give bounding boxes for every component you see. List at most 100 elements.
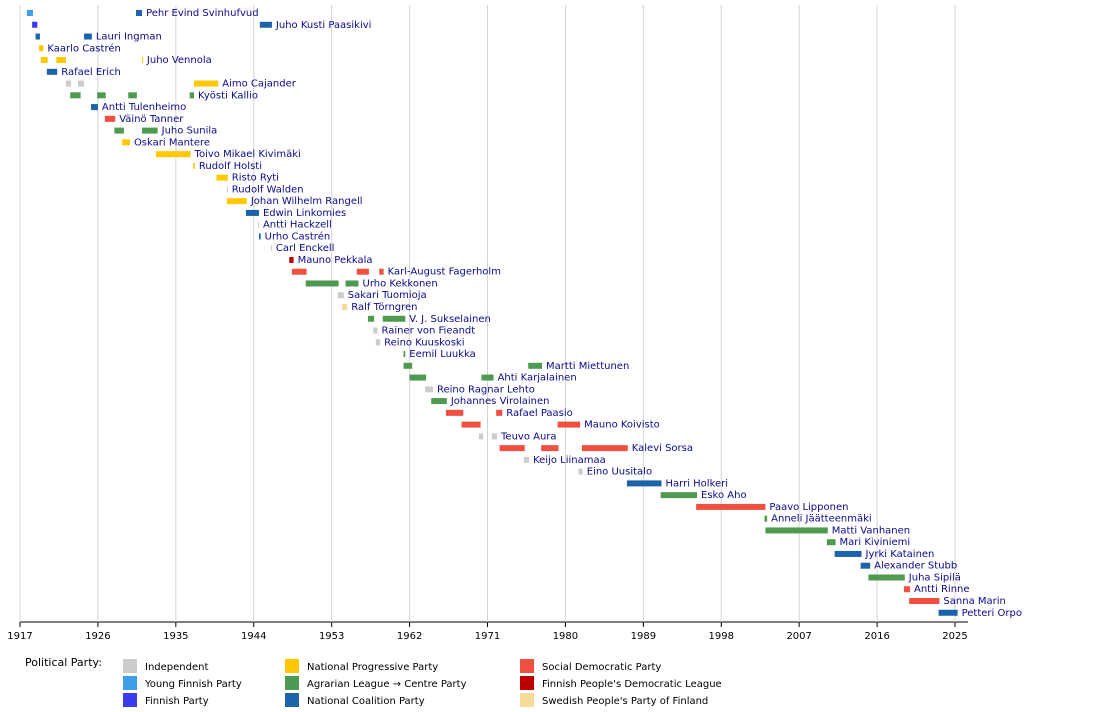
pm-name: Antti Rinne	[914, 584, 970, 595]
pm-name: Rainer von Fieandt	[382, 326, 476, 337]
legend-label: Finnish People's Democratic League	[542, 679, 722, 690]
pm-name: Johan Wilhelm Rangell	[250, 196, 363, 207]
pm-name: Oskari Mantere	[134, 137, 210, 148]
pm-name: Mauno Koivisto	[584, 420, 660, 431]
pm-name: Sakari Tuomioja	[348, 290, 427, 301]
pm-name: Anneli Jäätteenmäki	[771, 514, 872, 525]
term-bar	[142, 127, 158, 134]
pm-name: Juho Kusti Paasikivi	[275, 20, 372, 31]
legend-label: Young Finnish Party	[144, 679, 242, 690]
term-bar	[216, 174, 228, 181]
term-bar	[528, 362, 543, 369]
pm-name: Mauno Pekkala	[298, 255, 373, 266]
pm-name: Reino Ragnar Lehto	[437, 384, 535, 395]
term-bar	[84, 33, 92, 40]
x-tick-label: 1935	[163, 631, 188, 642]
term-bar	[70, 92, 81, 99]
term-bar	[142, 57, 144, 64]
term-bar	[345, 280, 359, 287]
x-tick-label: 2016	[864, 631, 889, 642]
term-bar	[289, 256, 294, 263]
term-bar	[155, 151, 191, 158]
legend-swatch	[285, 676, 299, 690]
pm-name: Kaarlo Castrén	[47, 42, 120, 54]
pm-name: Antti Tulenheimo	[102, 102, 186, 113]
legend-swatch	[520, 693, 534, 707]
term-bar	[39, 45, 44, 52]
pm-name: Karl-August Fagerholm	[388, 267, 501, 278]
term-bar	[368, 315, 375, 322]
term-bar	[90, 104, 98, 111]
term-bar	[499, 445, 525, 452]
x-tick-label: 2025	[942, 631, 967, 642]
term-bar	[826, 539, 836, 546]
term-bar	[903, 586, 910, 593]
legend-swatch	[123, 693, 137, 707]
term-bar	[65, 80, 72, 87]
pm-name: Ahti Karjalainen	[498, 373, 577, 384]
x-tick-label: 1953	[319, 631, 344, 642]
pm-name: Eino Uusitalo	[587, 467, 652, 478]
legend-swatch	[285, 659, 299, 673]
term-bar	[226, 198, 247, 205]
term-bar	[696, 503, 766, 510]
pm-name: Martti Miettunen	[546, 361, 629, 372]
x-tick-label: 1980	[553, 631, 578, 642]
pm-name: Rafael Paasio	[506, 408, 573, 419]
term-bar	[291, 268, 307, 275]
legend-swatch	[123, 676, 137, 690]
term-bar	[26, 10, 33, 16]
pm-name: Alexander Stubb	[874, 561, 957, 572]
term-bar	[35, 33, 40, 40]
legend-label: Independent	[145, 662, 208, 673]
pm-name: Toivo Mikael Kivimäki	[194, 149, 301, 160]
pm-name: Reino Kuuskoski	[384, 337, 464, 348]
pm-name: Mari Kiviniemi	[840, 537, 911, 548]
x-tick-label: 1944	[241, 631, 266, 642]
pm-name: Petteri Orpo	[962, 608, 1022, 619]
legend-swatch	[285, 693, 299, 707]
pm-name: Juho Sunila	[161, 126, 218, 137]
legend-label: Agrarian League → Centre Party	[307, 679, 467, 690]
pm-name: Harri Holkeri	[666, 478, 729, 489]
x-tick-label: 1917	[7, 631, 32, 642]
term-bar	[56, 57, 66, 64]
term-bar	[541, 445, 559, 452]
x-tick-label: 1989	[631, 631, 656, 642]
term-bar	[425, 386, 433, 393]
pm-name: Keijo Liinamaa	[533, 455, 606, 466]
pm-name: Juha Sipilä	[908, 572, 961, 583]
term-bar	[557, 421, 581, 428]
term-bar	[581, 445, 628, 452]
term-bar	[431, 398, 447, 405]
term-bar	[491, 433, 498, 440]
term-bar	[337, 292, 344, 299]
term-bar	[834, 550, 862, 557]
term-bar	[356, 268, 369, 275]
term-bar	[128, 92, 137, 99]
term-bar	[104, 115, 116, 122]
pm-name: Väinö Tanner	[119, 114, 184, 125]
term-bar	[226, 186, 228, 193]
legend-swatch	[520, 659, 534, 673]
pm-name: Johannes Virolainen	[450, 396, 550, 407]
term-bar	[496, 409, 503, 416]
pm-name: Pehr Evind Svinhufvud	[146, 8, 259, 19]
pm-name: Sanna Marin	[943, 596, 1005, 607]
legend-swatch	[520, 676, 534, 690]
term-bar	[122, 139, 130, 146]
term-bar	[258, 221, 260, 228]
term-bar	[193, 162, 195, 169]
pm-name: Rafael Erich	[61, 67, 121, 78]
pm-name: Risto Ryti	[232, 173, 279, 184]
term-bar	[375, 339, 381, 346]
pm-name: Esko Aho	[701, 490, 747, 501]
term-bar	[481, 374, 494, 381]
term-bar	[194, 80, 219, 87]
legend-label: National Progressive Party	[307, 662, 438, 673]
term-bar	[478, 433, 484, 440]
term-bar	[409, 374, 427, 381]
pm-name: Rudolf Walden	[232, 184, 304, 195]
legend-label: Finnish Party	[145, 696, 209, 707]
